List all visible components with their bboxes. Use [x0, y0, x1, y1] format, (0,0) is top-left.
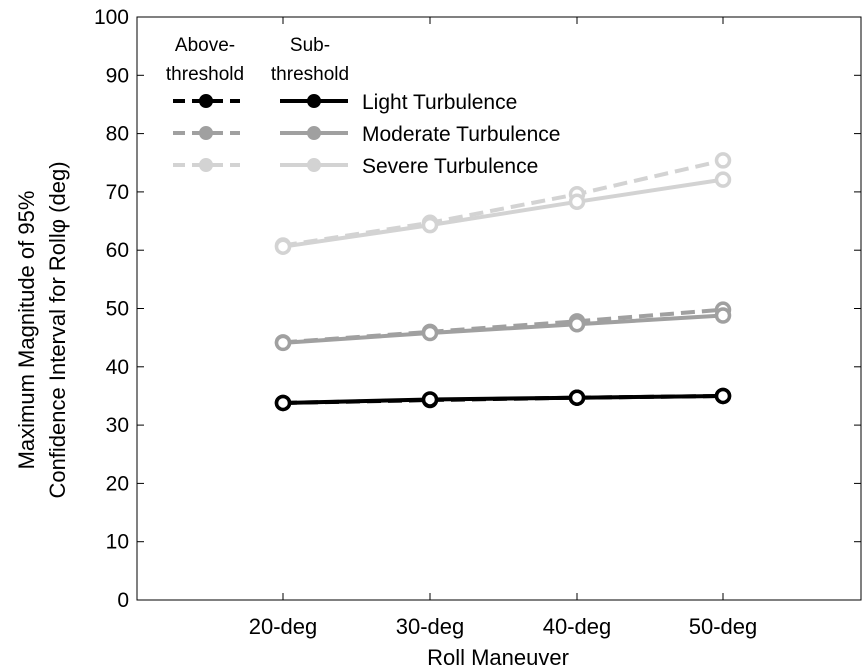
data-point: [421, 391, 439, 408]
series-line: [282, 313, 724, 345]
y-tick-label: 50: [106, 298, 129, 321]
legend-marker: [199, 126, 213, 140]
data-point: [274, 394, 292, 412]
series-line: [282, 177, 724, 249]
y-tick-label: 100: [94, 6, 129, 29]
legend-label-moderate: Moderate Turbulence: [362, 123, 560, 146]
data-point: [274, 334, 292, 352]
legend: Above- threshold Sub- threshold Light Tu…: [166, 35, 561, 178]
legend-header-sub-line1: Sub-: [290, 35, 330, 56]
data-point: [421, 324, 439, 342]
y-tick-label: 0: [117, 589, 129, 612]
y-tick-label: 90: [106, 64, 129, 87]
data-point: [568, 193, 586, 211]
data-point: [714, 387, 732, 405]
legend-marker: [307, 158, 321, 172]
series-moderate-turbulence-above-threshold: [274, 301, 732, 351]
y-axis-label-line1: Maximum Magnitude of 95%: [14, 191, 39, 470]
y-tick-label: 30: [106, 414, 129, 437]
y-axis: 0 10 20 30 40 50 60 70 80 90 100: [94, 6, 861, 612]
x-tick-label: 20-deg: [249, 614, 318, 639]
data-point: [568, 389, 586, 406]
legend-header-above-line1: Above-: [175, 35, 235, 56]
y-tick-label: 10: [106, 531, 129, 554]
x-tick-label: 50-deg: [689, 614, 758, 639]
data-point: [714, 307, 732, 324]
x-axis-label: Roll Maneuver: [427, 645, 569, 670]
y-tick-label: 60: [106, 239, 129, 262]
legend-marker: [307, 126, 321, 140]
data-point: [568, 315, 586, 333]
y-axis-label-line2: Confidence Interval for Rollφ (deg): [45, 161, 70, 498]
legend-header-above-line2: threshold: [166, 64, 244, 85]
series-line: [282, 393, 724, 405]
x-axis: 20-deg 30-deg 40-deg 50-deg: [249, 17, 758, 639]
legend-label-light: Light Turbulence: [362, 91, 517, 114]
data-point: [421, 216, 439, 234]
series-layer: [274, 152, 732, 412]
data-point: [274, 238, 292, 255]
y-tick-label: 70: [106, 181, 129, 204]
series-light-turbulence-sub-threshold: [274, 387, 732, 412]
x-tick-label: 40-deg: [543, 614, 612, 639]
y-tick-label: 40: [106, 356, 129, 379]
legend-marker: [199, 94, 213, 108]
series-moderate-turbulence-sub-threshold: [274, 307, 732, 352]
legend-label-severe: Severe Turbulence: [362, 155, 538, 178]
series-severe-turbulence-sub-threshold: [274, 171, 732, 255]
data-point: [714, 152, 732, 169]
y-tick-label: 80: [106, 123, 129, 146]
legend-marker: [199, 158, 213, 172]
data-point: [714, 171, 732, 188]
legend-marker: [307, 94, 321, 108]
x-tick-label: 30-deg: [396, 614, 465, 639]
y-tick-label: 20: [106, 472, 129, 495]
legend-header-sub-line2: threshold: [271, 64, 349, 85]
